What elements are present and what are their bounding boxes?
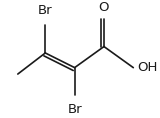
Text: Br: Br (67, 103, 82, 116)
Text: Br: Br (38, 4, 53, 17)
Text: OH: OH (137, 61, 157, 74)
Text: O: O (99, 1, 109, 15)
